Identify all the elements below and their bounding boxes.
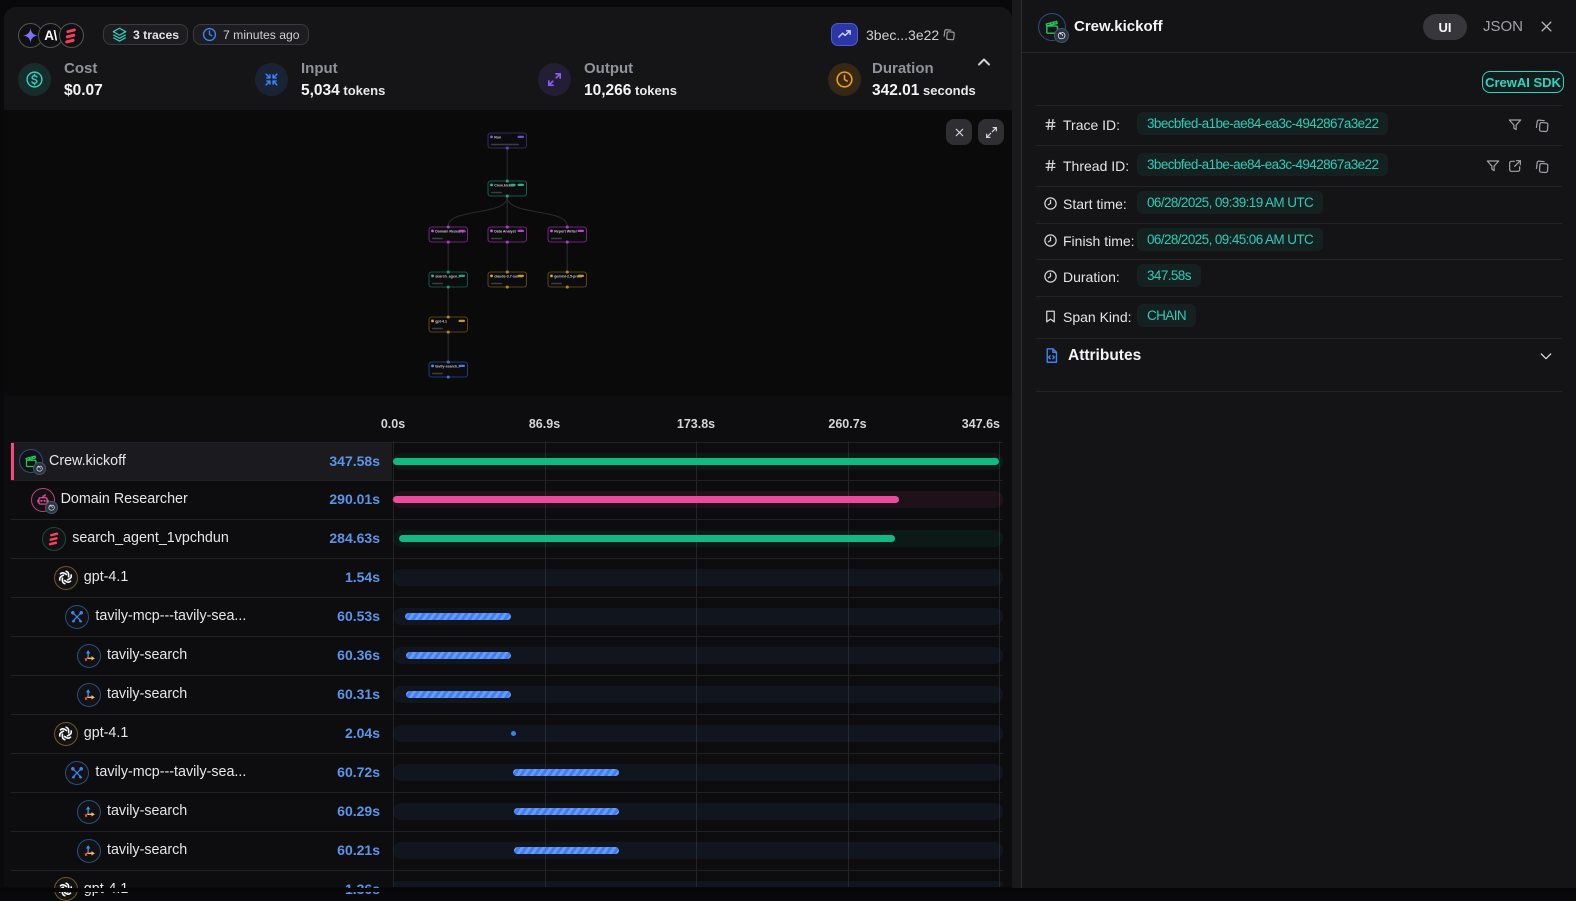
- svg-text:Report Writer: Report Writer: [554, 229, 577, 233]
- svg-text:search_agen...: search_agen...: [435, 274, 460, 278]
- svg-text:Crew.kickoff: Crew.kickoff: [494, 183, 516, 187]
- svg-text:Run: Run: [494, 135, 501, 139]
- svg-text:gemini-2.5-pro...: gemini-2.5-pro...: [554, 274, 582, 278]
- svg-text:tavily-search...: tavily-search...: [435, 364, 460, 368]
- svg-text:gpt-4.1: gpt-4.1: [435, 319, 447, 323]
- svg-text:claude-3.7-son...: claude-3.7-son...: [494, 274, 522, 278]
- svg-text:Domain Research: Domain Research: [435, 229, 465, 233]
- svg-text:Data Analyst: Data Analyst: [494, 229, 516, 233]
